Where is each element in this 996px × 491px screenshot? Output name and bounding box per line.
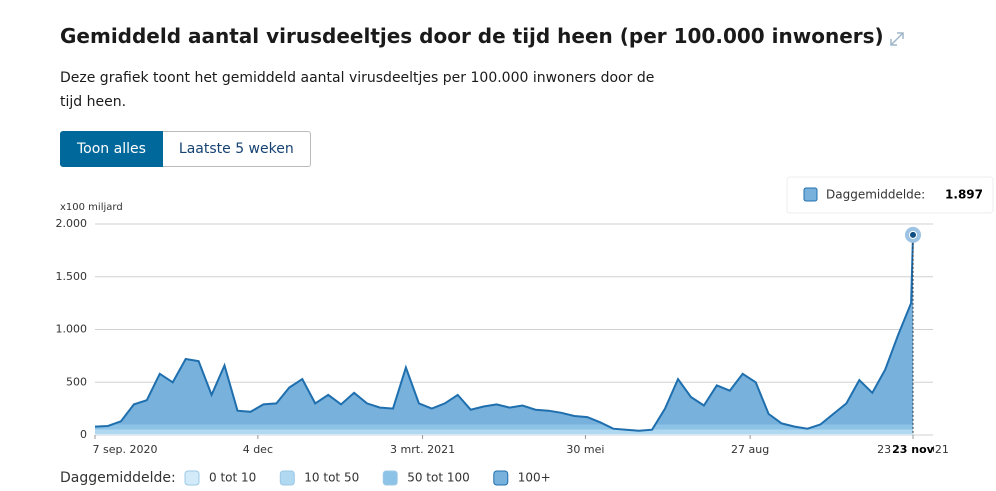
toggle: Toon alles Laatste 5 weken	[60, 131, 311, 167]
y-tick-label: 1.000	[56, 323, 88, 336]
tooltip-value: 1.897	[945, 188, 983, 202]
area-band	[112, 234, 913, 425]
legend-label: 10 tot 50	[304, 471, 359, 485]
y-tick-label: 1.500	[56, 270, 88, 283]
legend-swatch	[184, 470, 200, 486]
area-band	[95, 433, 913, 435]
y-tick-label: 500	[66, 375, 87, 388]
title: Gemiddeld aantal virusdeeltjes door de t…	[60, 24, 884, 48]
button[interactable]: Laatste 5 weken	[162, 131, 311, 167]
hover-point	[909, 230, 917, 239]
line	[94, 234, 914, 432]
legend-swatch	[382, 470, 398, 486]
tooltip-swatch	[803, 187, 818, 202]
x-tick-label: 7 sep. 2020	[93, 443, 158, 456]
legend-label: 100+	[518, 471, 551, 485]
x-tick-label: 3 mrt. 2021	[390, 443, 455, 456]
area-band	[95, 424, 913, 430]
x-highlight-label: 23 nov	[892, 443, 935, 456]
tooltip-label: Daggemiddelde:	[826, 188, 925, 202]
y-axis-label: x100 miljard	[60, 202, 123, 213]
legend-title: Daggemiddelde:	[60, 470, 176, 486]
x-tick-label: 27 aug	[731, 443, 769, 456]
legend-swatch	[493, 470, 509, 486]
legend-swatch	[279, 470, 295, 486]
x-highlight-bg	[893, 441, 933, 459]
y-tick-label: 0	[80, 428, 87, 441]
legend-label: 0 tot 10	[209, 471, 256, 485]
area-band	[95, 429, 913, 434]
tooltip-box	[786, 176, 994, 214]
x-tick-label: 30 mei	[566, 443, 604, 456]
expand-icon[interactable]	[890, 32, 904, 46]
description: Deze grafiek toont het gemiddeld aantal …	[60, 70, 655, 110]
legend-label: 50 tot 100	[407, 471, 470, 485]
y-tick-label: 2.000	[56, 217, 88, 230]
x-tick-label: 4 dec	[243, 443, 273, 456]
button[interactable]: Toon alles	[60, 131, 163, 167]
